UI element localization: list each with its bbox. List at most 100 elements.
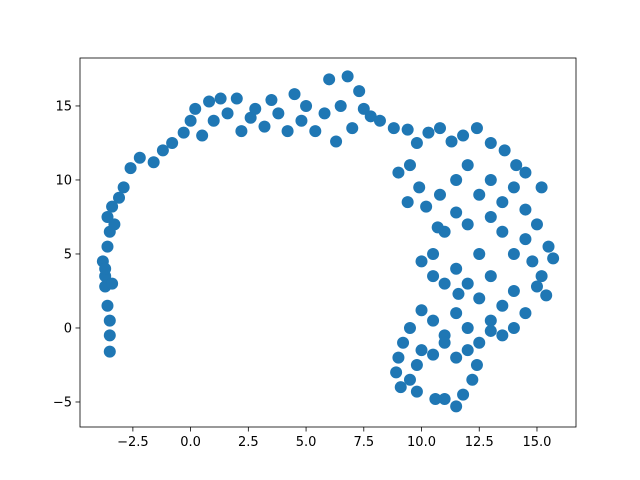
point: [461, 218, 474, 231]
point: [473, 336, 486, 349]
point: [507, 247, 520, 260]
y-tick-label: 10: [55, 173, 72, 188]
point: [415, 304, 428, 317]
point: [177, 126, 190, 139]
point: [281, 125, 294, 138]
point: [265, 94, 278, 107]
point: [230, 92, 243, 105]
point: [457, 129, 470, 142]
point: [244, 111, 257, 124]
x-tick-label: 7.5: [353, 435, 374, 450]
point: [484, 136, 497, 149]
point: [535, 181, 548, 194]
point: [272, 107, 285, 120]
point: [309, 125, 322, 138]
point: [258, 120, 271, 133]
point: [392, 166, 405, 179]
point: [420, 200, 433, 213]
point: [300, 99, 313, 112]
point: [422, 126, 435, 139]
point: [498, 144, 511, 157]
point: [496, 299, 509, 312]
point: [438, 277, 451, 290]
y-tick-label: 5: [64, 247, 72, 262]
point: [392, 351, 405, 364]
point: [353, 85, 366, 98]
point: [484, 324, 497, 337]
point: [507, 321, 520, 334]
point: [473, 292, 486, 305]
point: [346, 122, 359, 135]
point: [427, 247, 440, 260]
point: [124, 162, 137, 175]
point: [106, 277, 119, 290]
point: [484, 270, 497, 283]
x-tick-label: 5.0: [296, 435, 317, 450]
point: [221, 107, 234, 120]
point: [427, 314, 440, 327]
point: [415, 255, 428, 268]
point: [364, 110, 377, 123]
point: [410, 358, 423, 371]
point: [214, 92, 227, 105]
point: [431, 221, 444, 234]
point: [401, 196, 414, 209]
point: [507, 181, 520, 194]
point: [184, 114, 197, 127]
point: [106, 200, 119, 213]
point: [461, 344, 474, 357]
x-tick-label: 12.5: [465, 435, 494, 450]
point: [542, 240, 555, 253]
point: [450, 262, 463, 275]
point: [450, 351, 463, 364]
point: [318, 107, 331, 120]
point: [387, 122, 400, 135]
x-tick-label: 10.0: [407, 435, 436, 450]
point: [156, 144, 169, 157]
point: [519, 203, 532, 216]
point: [403, 321, 416, 334]
point: [373, 114, 386, 127]
point: [466, 373, 479, 386]
point: [390, 366, 403, 379]
point: [427, 348, 440, 361]
point: [535, 270, 548, 283]
point: [207, 114, 220, 127]
point: [461, 321, 474, 334]
point: [470, 122, 483, 135]
point: [484, 314, 497, 327]
point: [413, 181, 426, 194]
point: [99, 262, 112, 275]
axes-frame: [79, 57, 577, 428]
point: [401, 123, 414, 136]
point: [530, 280, 543, 293]
point: [433, 188, 446, 201]
point: [288, 88, 301, 101]
point: [519, 307, 532, 320]
point: [397, 336, 410, 349]
point: [429, 393, 442, 406]
x-tick-label: 2.5: [238, 435, 259, 450]
point: [410, 136, 423, 149]
y-tick-label: 0: [64, 321, 72, 336]
point: [473, 188, 486, 201]
point: [547, 252, 560, 265]
x-tick-label: 15.0: [522, 435, 551, 450]
x-tick-label: −2.5: [117, 435, 149, 450]
point: [540, 289, 553, 302]
point: [103, 345, 116, 358]
x-tick-label: 0.0: [180, 435, 201, 450]
point: [103, 314, 116, 327]
point: [496, 329, 509, 342]
point: [415, 344, 428, 357]
point: [101, 299, 114, 312]
point: [295, 114, 308, 127]
point: [530, 218, 543, 231]
point: [438, 393, 451, 406]
point: [450, 307, 463, 320]
point: [166, 136, 179, 149]
y-tick-label: −5: [53, 395, 72, 410]
point: [403, 159, 416, 172]
point: [189, 102, 202, 115]
